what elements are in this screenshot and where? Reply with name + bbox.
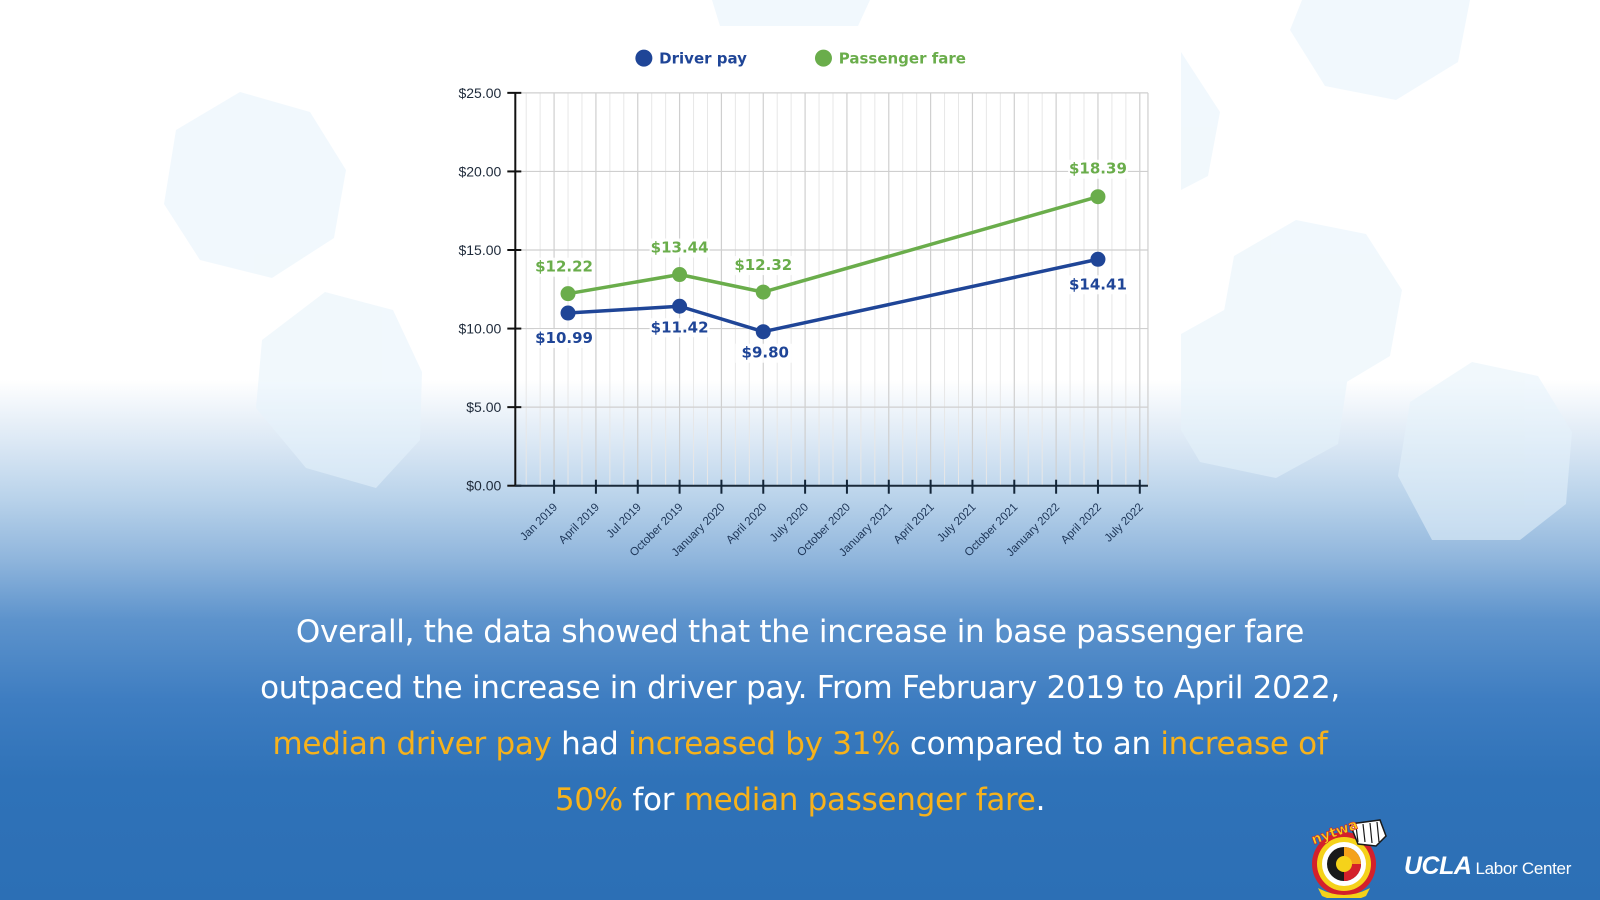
- highlight-text: median driver pay: [272, 726, 552, 762]
- x-tick-label: Jul 2019: [605, 501, 644, 540]
- data-label: $9.80: [742, 344, 789, 362]
- y-tick-label: $5.00: [466, 399, 501, 415]
- legend-fare-dot: [814, 49, 832, 67]
- x-tick-label: July 2022: [1103, 501, 1146, 544]
- data-label: $12.22: [535, 258, 593, 276]
- caption-line-4: 50% for median passenger fare.: [0, 772, 1600, 828]
- data-point: [1090, 251, 1106, 267]
- data-label: $14.41: [1069, 275, 1127, 293]
- x-tick-label: July 2020: [768, 501, 811, 544]
- series-driver-pay: $10.99 $11.42 $9.80 $14.41: [534, 251, 1128, 363]
- legend-driver-label: Driver pay: [659, 50, 747, 68]
- data-label: $18.39: [1069, 160, 1127, 178]
- legend-fare-label: Passenger fare: [839, 50, 966, 68]
- gridlines: [515, 92, 1149, 486]
- x-tick-label: Jan 2019: [518, 501, 560, 543]
- data-label: $10.99: [535, 329, 593, 347]
- data-point: [755, 324, 771, 340]
- nytwa-logo: nytwa: [1309, 818, 1387, 898]
- data-label: $13.44: [651, 239, 709, 257]
- data-label-bg: [649, 238, 710, 258]
- x-tick-label: April 2020: [724, 501, 769, 546]
- data-label-bg: [649, 318, 710, 338]
- data-label-bg: [534, 257, 595, 277]
- caption-text: had: [551, 726, 629, 762]
- y-tick-label: $0.00: [466, 478, 501, 494]
- highlight-text: median passenger fare: [683, 782, 1036, 818]
- caption-text: compared to an: [900, 726, 1161, 762]
- caption-line-3: median driver pay had increased by 31% c…: [0, 716, 1600, 772]
- x-tick-label: April 2021: [892, 501, 937, 546]
- y-tick-label: $10.00: [458, 321, 501, 337]
- data-label-bg: [733, 256, 794, 276]
- labor-center-wordmark: Labor Center: [1475, 859, 1572, 878]
- data-label-bg: [1067, 275, 1128, 295]
- ucla-labor-center-logo: UCLA Labor Center: [1404, 852, 1571, 881]
- caption-text: for: [622, 782, 684, 818]
- series-line: [567, 257, 1099, 334]
- caption-text: .: [1035, 782, 1046, 818]
- y-tick-label: $25.00: [458, 85, 501, 101]
- x-tick-label: April 2022: [1059, 501, 1104, 546]
- data-point: [672, 267, 688, 283]
- y-tick-label: $15.00: [458, 242, 501, 258]
- data-point: [672, 298, 688, 314]
- data-point: [560, 305, 576, 321]
- series-passenger-fare: $12.22 $13.44 $12.32 $18.39: [534, 159, 1128, 302]
- legend: Driver pay Passenger fare: [635, 49, 966, 68]
- legend-driver-dot: [635, 49, 653, 67]
- caption: Overall, the data showed that the increa…: [0, 604, 1600, 828]
- data-point: [560, 286, 576, 302]
- data-label: $11.42: [651, 318, 709, 336]
- data-label-bg: [534, 329, 595, 349]
- highlight-text: increased by 31%: [628, 726, 901, 762]
- y-tick-label: $20.00: [458, 163, 501, 179]
- data-label-bg: [1067, 159, 1128, 179]
- caption-line-2: outpaced the increase in driver pay. Fro…: [260, 670, 1340, 706]
- line-chart: $0.00 $5.00 $10.00 $15.00 $20.00 $25.00 Jan 20…: [458, 49, 1149, 559]
- highlight-text: increase of: [1160, 726, 1328, 762]
- caption-line-1: Overall, the data showed that the increa…: [295, 614, 1305, 650]
- highlight-text: 50%: [554, 782, 623, 818]
- ucla-wordmark: UCLA: [1404, 852, 1472, 880]
- x-tick-label: July 2021: [935, 501, 978, 544]
- data-label: $12.32: [734, 256, 792, 274]
- data-point: [755, 284, 771, 300]
- data-label-bg: [735, 343, 796, 363]
- x-tick-label: April 2019: [557, 501, 602, 546]
- data-point: [1090, 189, 1106, 205]
- series-line: [567, 195, 1099, 296]
